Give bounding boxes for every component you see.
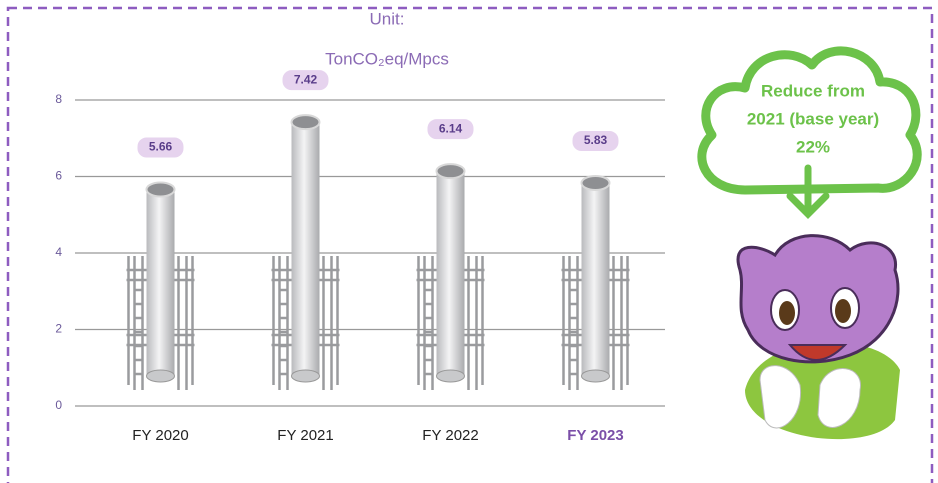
y-tick-label: 2 [55, 322, 62, 336]
value-label: 5.83 [584, 133, 608, 147]
annotation: 22% [796, 137, 830, 156]
bar [147, 190, 175, 376]
chart-title: Unit: [370, 9, 405, 28]
bar [582, 183, 610, 376]
mascot [738, 236, 900, 440]
bar-top [582, 176, 610, 190]
y-tick-label: 4 [55, 245, 62, 259]
bar-base [147, 370, 175, 382]
annotation: Reduce from [761, 81, 865, 100]
value-label: 7.42 [294, 72, 318, 86]
value-label: 5.66 [149, 140, 173, 154]
x-tick-label: FY 2022 [422, 427, 478, 444]
bar-top [437, 164, 465, 178]
x-tick-label: FY 2020 [132, 427, 188, 444]
bar [437, 171, 465, 376]
bar-top [147, 183, 175, 197]
y-tick-label: 8 [55, 92, 62, 106]
bar-base [292, 370, 320, 382]
x-tick-label: FY 2023 [567, 427, 623, 444]
bar-top [292, 115, 320, 129]
chart: Unit: TonCO₂eq/Mpcs 0 2 4 6 8 Reduce from 2021… [0, 0, 938, 483]
chart-subtitle: TonCO₂eq/Mpcs [325, 49, 449, 68]
bar-base [437, 370, 465, 382]
annotation: 2021 (base year) [747, 109, 879, 128]
x-tick-label: FY 2021 [277, 427, 333, 444]
value-label: 6.14 [439, 121, 463, 135]
bar [292, 122, 320, 376]
y-tick-label: 6 [55, 169, 62, 183]
y-tick-label: 0 [55, 398, 62, 412]
bar-base [582, 370, 610, 382]
